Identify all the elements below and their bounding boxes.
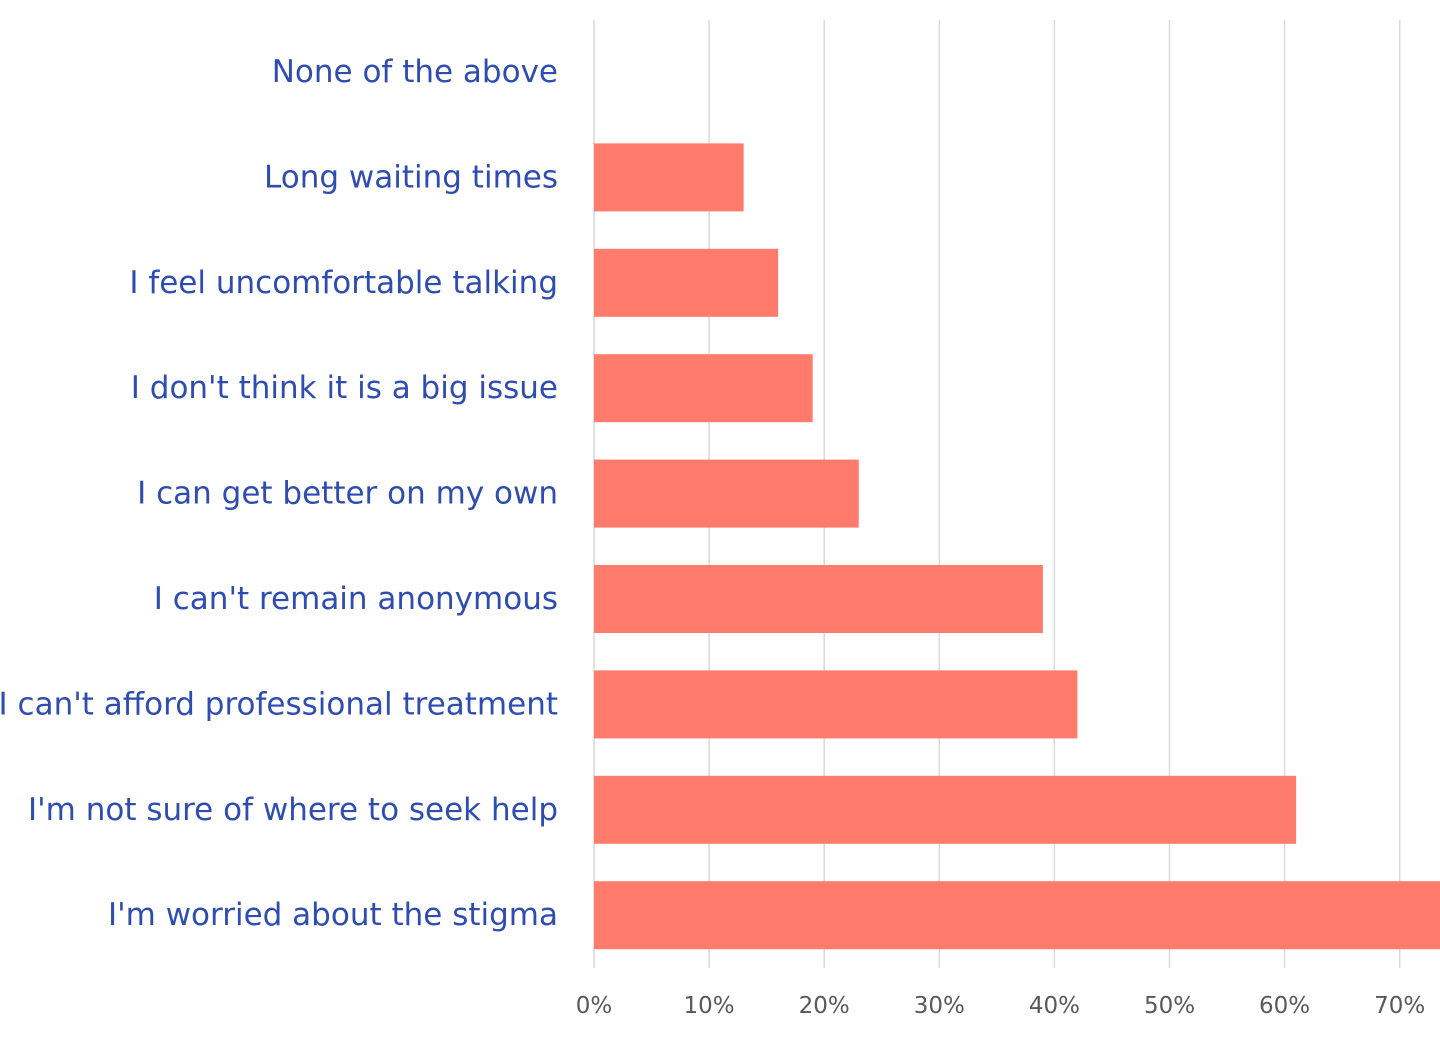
x-tick-label: 70% — [1374, 993, 1425, 1019]
bar — [594, 459, 859, 528]
x-tick-label: 50% — [1144, 993, 1195, 1019]
bars — [594, 143, 1440, 950]
category-label: None of the above — [272, 54, 558, 90]
bar — [594, 881, 1440, 950]
x-tick-label: 30% — [914, 993, 965, 1019]
x-tick-label: 60% — [1259, 993, 1310, 1019]
bar — [594, 565, 1043, 633]
x-axis-tick-labels: 0% 10% 20% 30% 40% 50% 60% 70% — [576, 993, 1426, 1019]
category-label: I'm worried about the stigma — [108, 897, 558, 933]
category-label: I don't think it is a big issue — [131, 370, 558, 406]
category-label: I can get better on my own — [137, 476, 558, 512]
category-labels: None of the above Long waiting times I fee… — [0, 54, 558, 933]
category-label: I can't afford professional treatment — [0, 686, 558, 722]
bar — [594, 670, 1078, 739]
bar — [594, 248, 779, 317]
x-tick-label: 10% — [684, 993, 735, 1019]
x-tick-label: 0% — [576, 993, 613, 1019]
x-tick-label: 20% — [799, 993, 850, 1019]
category-label: Long waiting times — [264, 159, 558, 195]
category-label: I'm not sure of where to seek help — [28, 792, 558, 828]
x-tick-label: 40% — [1029, 993, 1080, 1019]
category-label: I feel uncomfortable talking — [129, 265, 558, 301]
bar — [594, 143, 744, 212]
bar — [594, 775, 1297, 844]
bar — [594, 354, 813, 423]
category-label: I can't remain anonymous — [154, 581, 558, 617]
